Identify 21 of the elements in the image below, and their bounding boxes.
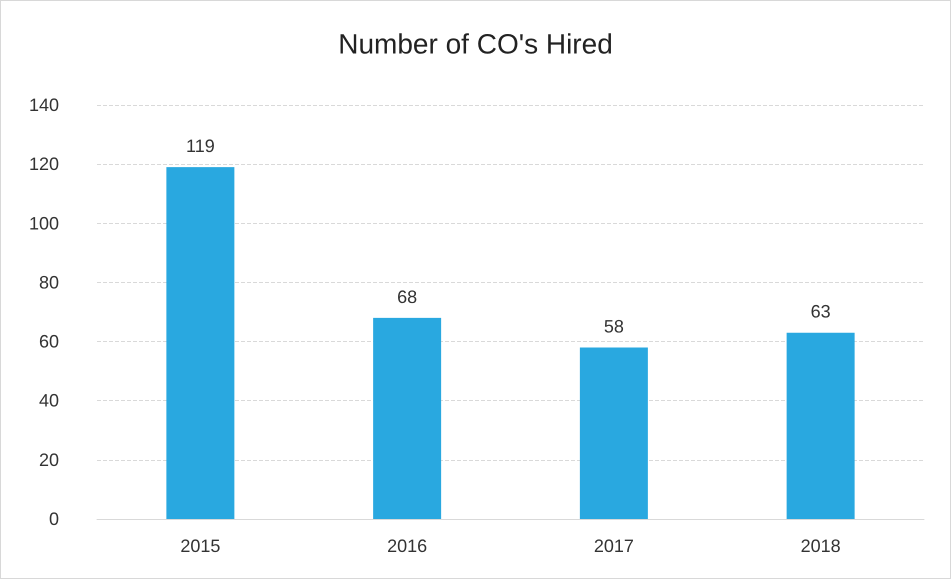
y-tick-label: 80 [38, 272, 59, 292]
bar [166, 167, 234, 519]
bar [786, 332, 855, 519]
x-tick-label: 2018 [800, 536, 841, 556]
bar [373, 318, 442, 519]
y-tick-label: 140 [28, 95, 59, 115]
x-tick-label: 2015 [180, 536, 220, 556]
data-label: 68 [397, 286, 418, 307]
y-tick-label: 60 [38, 332, 59, 352]
bar [580, 347, 648, 519]
y-tick-label: 120 [28, 154, 59, 174]
y-tick-label: 0 [48, 509, 59, 529]
data-label: 63 [810, 302, 831, 322]
x-tick-label: 2017 [594, 536, 634, 556]
data-label: 119 [186, 136, 215, 156]
data-label: 58 [604, 316, 624, 336]
y-tick-label: 100 [28, 213, 59, 234]
x-tick-label: 2016 [387, 536, 428, 556]
chart-title: Number of CO's Hired [338, 28, 613, 60]
y-tick-label: 40 [38, 390, 59, 411]
y-tick-label: 20 [38, 450, 59, 470]
